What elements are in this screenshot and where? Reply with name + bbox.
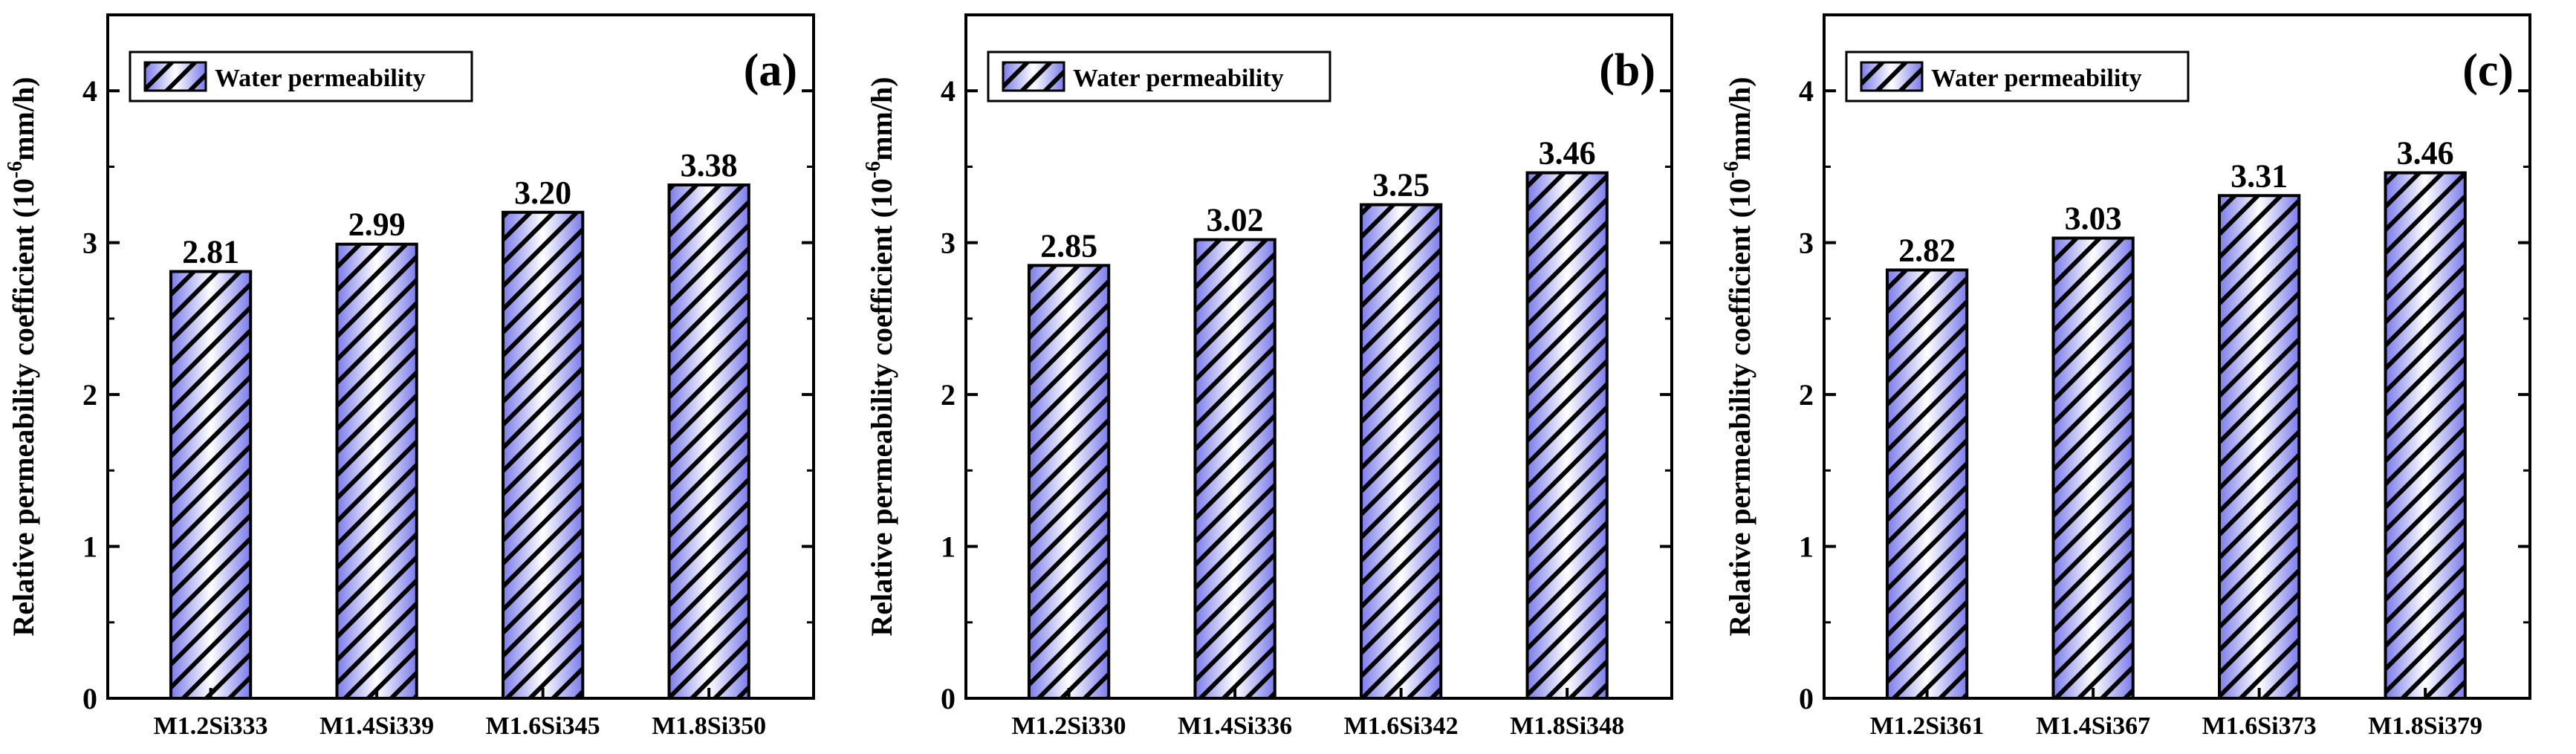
y-tick-label: 0 [1799,682,1814,715]
data-label: 3.46 [1539,135,1596,172]
legend: Water permeability [129,51,473,103]
data-label: 3.25 [1372,167,1430,204]
y-tick-label: 3 [82,227,97,260]
panel-label: (a) [744,45,797,96]
bar-hatch [335,242,418,700]
legend-label: Water permeability [1931,65,2142,92]
data-label: 3.02 [1207,202,1264,238]
legend-label: Water permeability [215,65,426,92]
chart-panel-2: 0 1 2 3 4 Relative permeability coefficient (… [862,13,1673,740]
y-tick-label: 0 [82,682,97,715]
y-tick-label: 1 [1799,530,1814,564]
y-tick-label: 4 [82,74,97,108]
bar-hatch [1027,264,1111,701]
bar-hatch [1885,268,1969,700]
x-category-label: M1.4Si339 [319,712,434,740]
bar-1 [169,270,253,700]
x-category-label: M1.4Si367 [2036,712,2150,740]
legend-swatch [143,61,207,92]
data-label: 2.82 [1898,232,1956,268]
y-tick-label: 2 [82,378,97,412]
plot-frame [106,13,815,700]
bar-3 [502,210,585,700]
x-category-label: M1.8Si350 [652,712,766,740]
bar-hatch [2218,194,2301,700]
data-label: 2.99 [348,207,406,243]
legend: Water permeability [1845,51,2190,103]
x-category-label: M1.6Si342 [1344,712,1459,740]
x-category-label: M1.4Si336 [1178,712,1292,740]
bar-1 [1027,264,1111,701]
bar-hatch [1525,171,1609,701]
x-category-label: M1.2Si330 [1012,712,1126,740]
y-axis-label: Relative permeability coefficient (10-6m… [1720,77,1756,636]
bar-hatch [667,183,750,700]
plot-frame [964,13,1673,700]
y-tick-label: 4 [1799,74,1814,108]
bar-hatch [502,210,585,700]
chart-panel-1: 0 1 2 3 4 Relative permeability coefficient (… [4,13,815,740]
y-tick-label: 3 [941,227,956,260]
x-category-label: M1.6Si373 [2202,712,2317,740]
bar-4 [2384,171,2467,701]
bar-hatch [2051,236,2135,700]
x-category-label: M1.6Si345 [486,712,600,740]
panel-label: (c) [2462,45,2514,96]
x-category-label: M1.8Si379 [2368,712,2482,740]
data-label: 2.81 [182,234,239,270]
y-tick-label: 0 [941,682,956,715]
bar-4 [667,183,750,700]
bar-3 [2218,194,2301,700]
data-label: 3.46 [2397,135,2454,172]
data-label: 2.85 [1040,227,1097,264]
x-category-label: M1.8Si348 [1510,712,1624,740]
y-tick-label: 4 [941,74,956,108]
bar-2 [2051,236,2135,700]
plot-frame [1823,13,2531,700]
y-tick-label: 3 [1799,227,1814,260]
bar-hatch [1193,238,1276,701]
bar-2 [335,242,418,700]
legend-box [129,51,473,103]
bar-2 [1193,238,1276,701]
bar-hatch [2384,171,2467,701]
data-label: 3.38 [681,147,738,183]
y-axis-label: Relative permeability coefficient (10-6m… [4,77,40,636]
legend-swatch [1860,61,1924,92]
data-label: 3.03 [2065,201,2122,237]
legend-label: Water permeability [1073,65,1284,92]
legend: Water permeability [987,51,1331,103]
bar-1 [1885,268,1969,700]
x-category-label: M1.2Si333 [154,712,268,740]
bar-3 [1360,203,1443,700]
bar-hatch [169,270,253,700]
panel-label: (b) [1599,45,1655,96]
y-tick-label: 2 [941,378,956,412]
data-label: 3.20 [514,175,571,211]
data-label: 3.31 [2231,157,2288,194]
bar-hatch [1360,203,1443,700]
y-axis-label: Relative permeability coefficient (10-6m… [862,77,898,636]
y-tick-label: 1 [82,530,97,564]
x-category-label: M1.2Si361 [1870,712,1985,740]
legend-swatch [1002,61,1065,92]
y-tick-label: 2 [1799,378,1814,412]
bar-4 [1525,171,1609,701]
chart-panel-3: 0 1 2 3 4 Relative permeability coefficient (… [1720,13,2531,740]
y-tick-label: 1 [941,530,956,564]
